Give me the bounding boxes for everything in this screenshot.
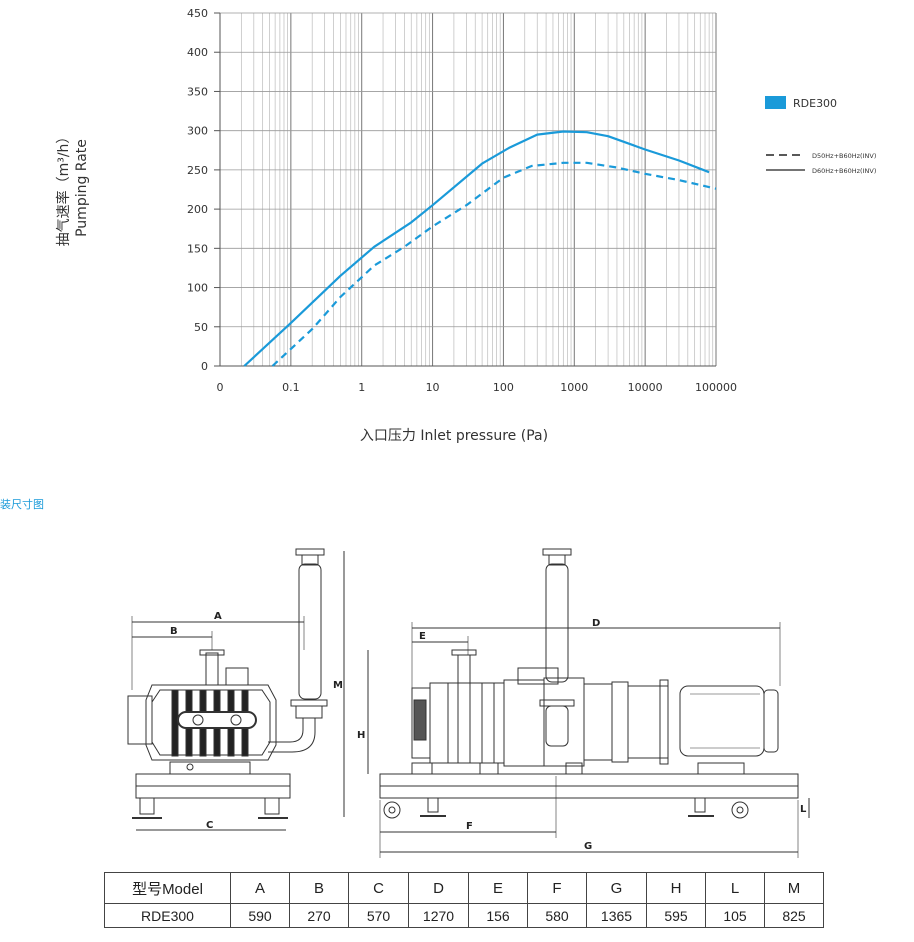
cell-g: 1365 <box>586 903 647 928</box>
header-cell-d: D <box>408 872 469 904</box>
cell-c: 570 <box>348 903 409 928</box>
x-tick-label: 10000 <box>628 381 663 394</box>
installation-dimension-drawing: A B C M D E H F G L <box>127 548 810 858</box>
x-tick-label: 100000 <box>695 381 737 394</box>
legend-swatch-rde300 <box>765 96 786 109</box>
cell-b: 270 <box>289 903 349 928</box>
y-axis-label-en: Pumping Rate <box>74 139 90 237</box>
dimension-label-g: G <box>584 841 592 852</box>
cell-m: 825 <box>764 903 824 928</box>
legend: RDE300 D50Hz+B60Hz(INV) D60Hz+B60Hz(INV) <box>765 96 876 175</box>
dimension-label-m: M <box>333 680 343 691</box>
y-tick-label: 350 <box>187 85 208 98</box>
dimension-label-b: B <box>170 626 178 637</box>
spec-table: 型号Model A B C D E F G H L M RDE300 590 2… <box>104 872 824 928</box>
dimension-label-h: H <box>357 730 365 741</box>
x-tick-label: 10 <box>426 381 440 394</box>
x-tick-label: 0 <box>217 381 224 394</box>
spec-table-row: RDE300 590 270 570 1270 156 580 1365 595… <box>104 903 824 928</box>
cell-e: 156 <box>468 903 528 928</box>
cell-l: 105 <box>705 903 765 928</box>
legend-label-rde300: RDE300 <box>793 97 837 110</box>
header-cell-c: C <box>348 872 409 904</box>
cell-h: 595 <box>646 903 706 928</box>
side-view-drawing <box>367 548 810 858</box>
cell-model: RDE300 <box>104 903 231 928</box>
header-cell-model: 型号Model <box>104 872 231 904</box>
header-cell-e: E <box>468 872 528 904</box>
end-view-drawing <box>127 548 345 831</box>
cell-d: 1270 <box>408 903 469 928</box>
header-cell-a: A <box>230 872 290 904</box>
section-title[interactable]: 装尺寸图 <box>0 498 44 511</box>
chart-axes <box>214 12 716 367</box>
spec-table-header-row: 型号Model A B C D E F G H L M <box>104 872 824 904</box>
dimension-label-e: E <box>419 631 426 642</box>
y-tick-label: 400 <box>187 46 208 59</box>
legend-label-solid: D60Hz+B60Hz(INV) <box>812 167 876 175</box>
header-cell-l: L <box>705 872 765 904</box>
y-tick-label: 0 <box>201 360 208 373</box>
y-tick-label: 250 <box>187 164 208 177</box>
series-layer <box>243 130 717 367</box>
header-cell-m: M <box>764 872 824 904</box>
dimension-label-a: A <box>214 611 222 622</box>
x-tick-label: 100 <box>493 381 514 394</box>
cell-a: 590 <box>230 903 290 928</box>
x-tick-labels: 0 0.1 1 10 100 1000 10000 100000 <box>217 381 738 394</box>
y-tick-label: 100 <box>187 282 208 295</box>
header-cell-h: H <box>646 872 706 904</box>
series-line-solid <box>243 130 710 367</box>
y-tick-label: 150 <box>187 242 208 255</box>
x-tick-label: 1 <box>358 381 365 394</box>
y-tick-labels: 0 50 100 150 200 250 300 350 400 450 <box>187 7 208 373</box>
y-tick-label: 450 <box>187 7 208 20</box>
legend-label-dashed: D50Hz+B60Hz(INV) <box>812 152 876 160</box>
dimension-label-c: C <box>206 820 213 831</box>
header-cell-g: G <box>586 872 647 904</box>
chart-grid <box>219 12 717 367</box>
x-tick-label: 0.1 <box>282 381 300 394</box>
pumping-rate-chart: 0 50 100 150 200 250 300 350 400 450 0 0.1 1 10 100 10… <box>55 7 876 444</box>
dimension-label-d: D <box>592 618 600 629</box>
y-axis-label-cn: 抽气速率（m³/h） <box>55 130 72 247</box>
cell-f: 580 <box>527 903 587 928</box>
header-cell-f: F <box>527 872 587 904</box>
x-tick-label: 1000 <box>560 381 588 394</box>
series-line-dashed <box>271 161 717 367</box>
y-tick-label: 200 <box>187 203 208 216</box>
x-axis-label: 入口压力 Inlet pressure (Pa) <box>360 428 548 444</box>
header-cell-b: B <box>289 872 349 904</box>
dimension-label-l: L <box>800 804 807 815</box>
y-tick-label: 300 <box>187 125 208 138</box>
y-tick-label: 50 <box>194 321 208 334</box>
dimension-label-f: F <box>466 821 473 832</box>
